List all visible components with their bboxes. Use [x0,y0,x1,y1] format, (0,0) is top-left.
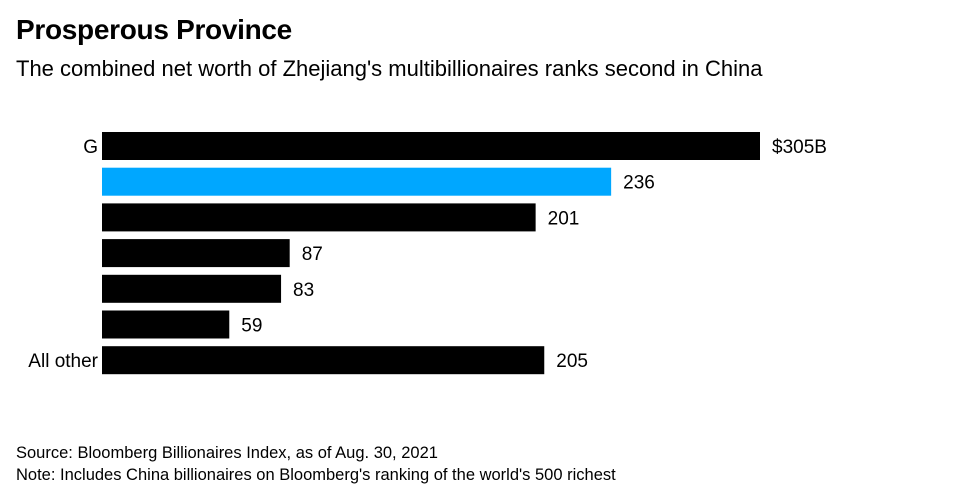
value-label: 59 [241,316,262,337]
value-label: 236 [623,173,655,194]
value-label: 205 [556,351,588,372]
bar [102,132,760,160]
category-label: All other [28,351,98,372]
source-note: Source: Bloomberg Billionaires Index, as… [16,444,438,462]
bar [102,203,536,232]
chart-title: Prosperous Province [16,14,292,45]
bar [102,239,290,268]
value-label: 201 [548,208,580,229]
value-label: $305B [772,137,827,158]
bar-chart: $305B G 236 201 87 83 59 205 All other [28,132,827,375]
bar [102,310,230,339]
value-label: 83 [293,280,314,301]
value-label: 87 [302,244,323,265]
category-label: G [83,137,98,158]
bar [102,167,612,196]
bar [102,346,545,375]
chart-subtitle: The combined net worth of Zhejiang's mul… [16,56,763,81]
bar [102,274,282,303]
footnote: Note: Includes China billionaires on Blo… [16,466,616,484]
